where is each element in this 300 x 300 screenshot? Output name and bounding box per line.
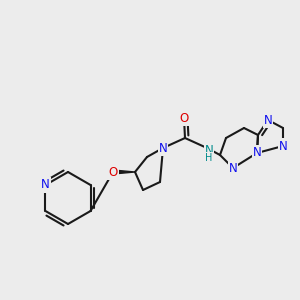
Polygon shape — [113, 170, 135, 174]
Text: O: O — [179, 112, 189, 124]
Text: H: H — [205, 153, 213, 163]
Text: O: O — [108, 166, 118, 178]
Text: N: N — [159, 142, 167, 154]
Text: N: N — [279, 140, 287, 152]
Text: N: N — [253, 146, 261, 160]
Text: N: N — [41, 178, 50, 191]
Text: N: N — [264, 113, 272, 127]
Text: N: N — [205, 143, 213, 157]
Text: N: N — [229, 161, 237, 175]
